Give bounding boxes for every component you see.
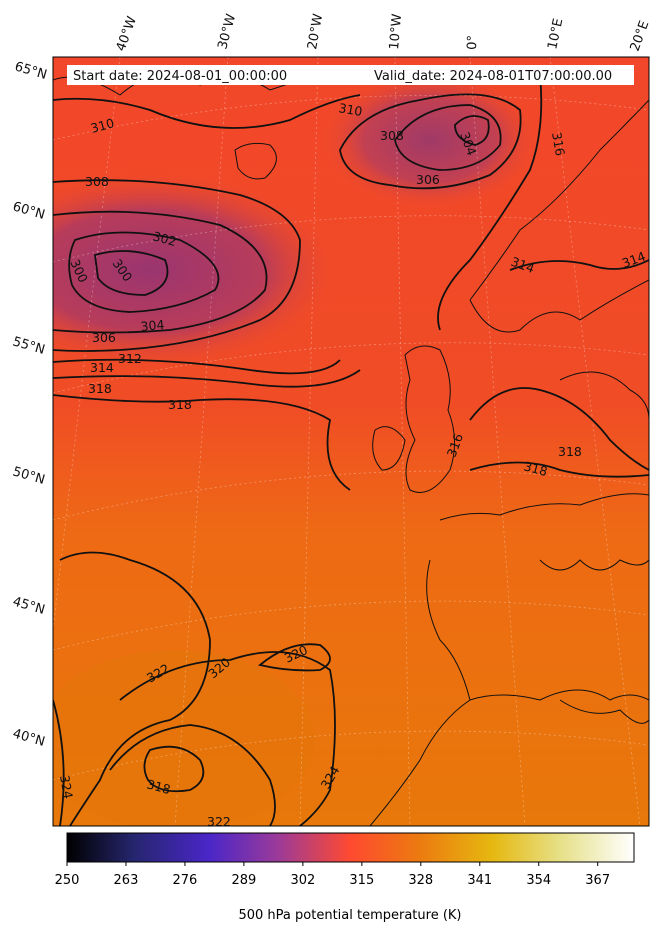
contour-label: 308 xyxy=(380,128,404,143)
contour-label: 302 xyxy=(151,228,178,249)
lon-label-30w: 30°W xyxy=(215,12,239,51)
map-frame xyxy=(52,56,650,827)
colorbar-tick-label: 250 xyxy=(54,873,80,888)
colorbar-tick-label: 289 xyxy=(231,873,257,888)
start-date-label: Start date: 2024-08-01_00:00:00 xyxy=(73,69,287,84)
contour-label: 318 xyxy=(145,776,172,797)
contour-label: 314 xyxy=(90,360,114,375)
contour-label: 322 xyxy=(207,814,231,829)
lat-label-40: 40°N xyxy=(11,726,47,749)
contour-label: 304 xyxy=(140,317,165,334)
lat-label-55: 55°N xyxy=(11,334,47,357)
graticule xyxy=(53,57,649,826)
contour-label: 312 xyxy=(118,351,142,366)
lon-label-20e: 20°E xyxy=(628,19,653,54)
lon-label-10e: 10°E xyxy=(545,17,566,51)
lon-label-40w: 40°W xyxy=(114,14,140,53)
colorbar-tick-label: 263 xyxy=(113,873,139,888)
colorbar-label: 500 hPa potential temperature (K) xyxy=(238,908,462,923)
contour-label: 308 xyxy=(85,174,109,189)
contour-label: 318 xyxy=(522,458,549,479)
lon-label-10w: 10°W xyxy=(387,13,405,50)
colorbar-tick-label: 367 xyxy=(585,873,611,888)
lat-label-65: 65°N xyxy=(13,59,49,82)
lon-label-0: 0° xyxy=(465,35,481,50)
valid-date-label: Valid_date: 2024-08-01T07:00:00.00 xyxy=(374,69,612,84)
contour-label: 318 xyxy=(168,397,192,412)
contour-label: 306 xyxy=(92,330,116,345)
colorbar xyxy=(66,832,635,863)
contour-lines xyxy=(53,74,649,826)
lon-label-20w: 20°W xyxy=(305,13,326,51)
temperature-field xyxy=(53,57,649,826)
colorbar-tick-label: 276 xyxy=(172,873,198,888)
colorbar-tick-label: 328 xyxy=(408,873,434,888)
colorbar-tick-label: 341 xyxy=(467,873,493,888)
contour-label: 318 xyxy=(558,444,582,459)
contour-label: 310 xyxy=(337,100,363,119)
contour-label: 310 xyxy=(89,115,116,136)
contour-label: 316 xyxy=(549,131,568,157)
colorbar-tick-label: 315 xyxy=(349,873,375,888)
colorbar-tick-label: 302 xyxy=(290,873,316,888)
latitude-labels: 65°N 60°N 55°N 50°N 45°N 40°N xyxy=(11,59,49,749)
contour-label: 324 xyxy=(57,774,76,800)
lat-label-60: 60°N xyxy=(11,199,47,222)
header-box xyxy=(67,65,634,85)
longitude-labels: 40°W 30°W 20°W 10°W 0° 10°E 20°E xyxy=(114,12,653,53)
contour-label: 318 xyxy=(88,381,112,396)
colorbar-tick-marks xyxy=(66,862,599,866)
lat-label-45: 45°N xyxy=(11,594,47,617)
lat-label-50: 50°N xyxy=(11,464,47,487)
colorbar-tick-label: 354 xyxy=(526,873,552,888)
contour-label: 306 xyxy=(416,172,440,187)
